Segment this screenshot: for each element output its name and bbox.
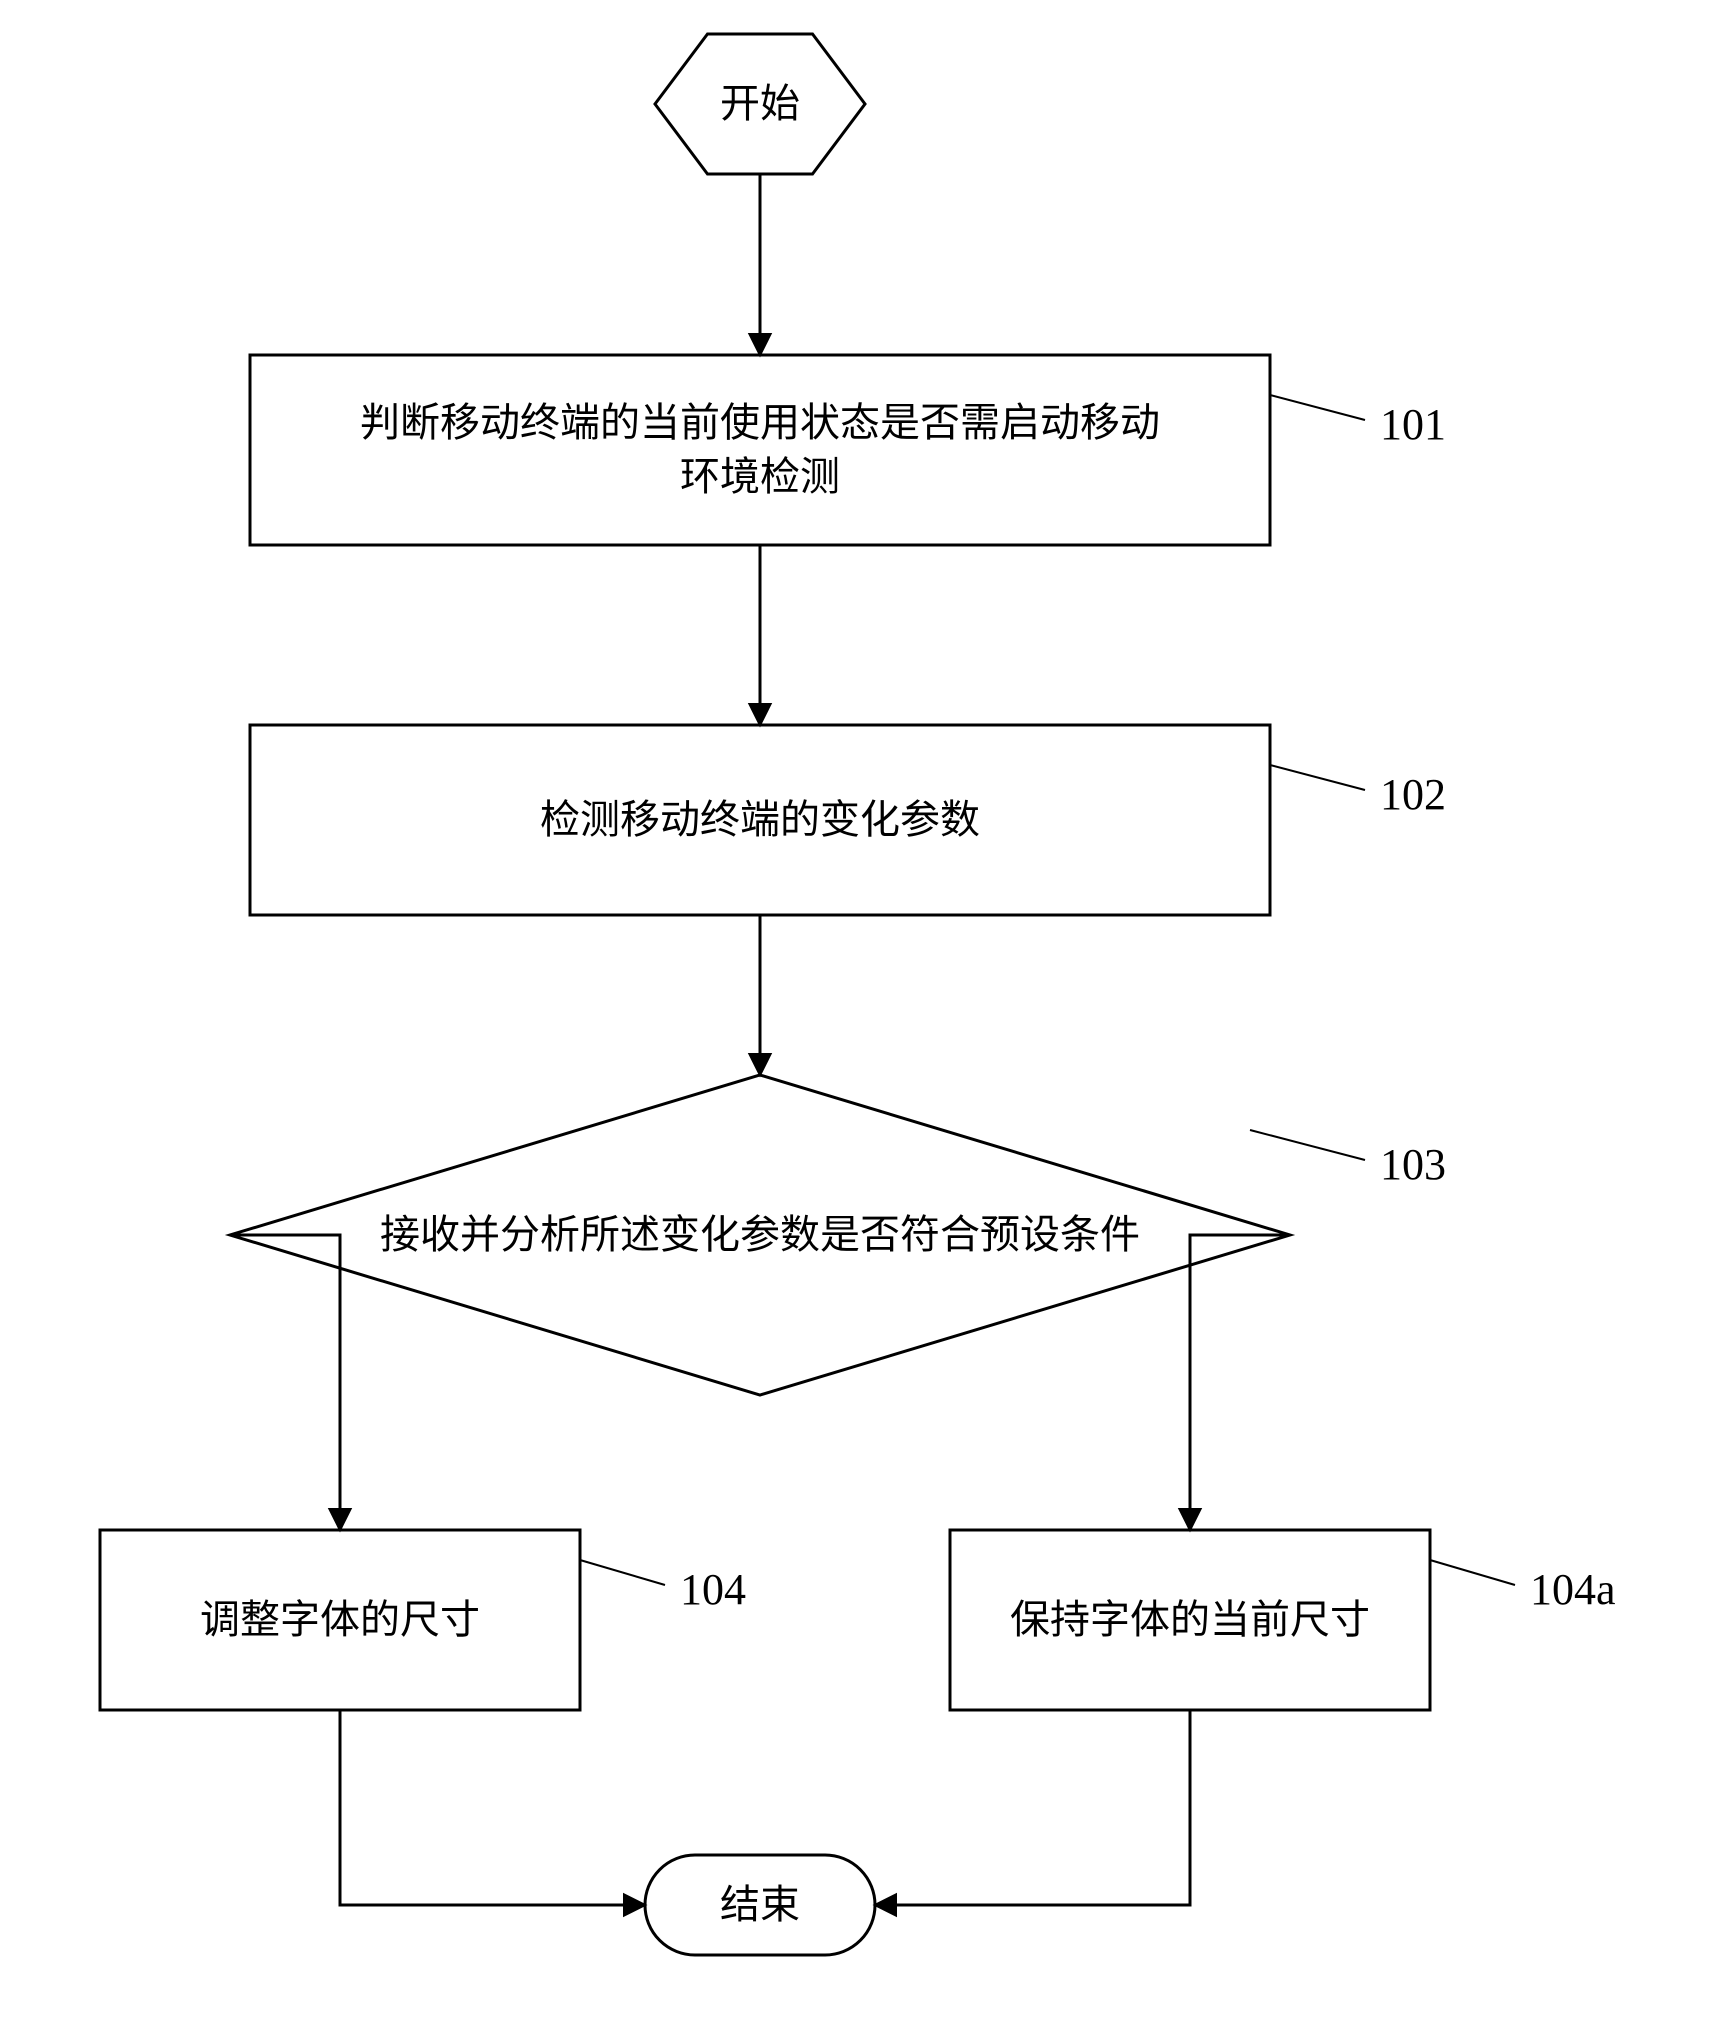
node-label-step101: 判断移动终端的当前使用状态是否需启动移动 环境检测	[291, 355, 1229, 545]
node-label-step102: 检测移动终端的变化参数	[291, 725, 1229, 915]
edge-decision103-step104a	[1190, 1235, 1290, 1530]
ref-label-step104: 104	[680, 1565, 830, 1615]
node-label-decision103: 接收并分析所述变化参数是否符合预设条件	[347, 1075, 1174, 1395]
ref-label-step104a: 104a	[1530, 1565, 1680, 1615]
ref-label-step101: 101	[1380, 400, 1530, 450]
edge-step104a-end	[875, 1710, 1190, 1905]
node-label-end: 结束	[654, 1855, 866, 1955]
flowchart-svg	[0, 0, 1712, 2024]
edge-decision103-step104	[230, 1235, 340, 1530]
node-label-step104: 调整字体的尺寸	[119, 1530, 561, 1710]
node-label-step104a: 保持字体的当前尺寸	[969, 1530, 1411, 1710]
edge-step104-end	[340, 1710, 645, 1905]
ref-label-decision103: 103	[1380, 1140, 1530, 1190]
flowchart-canvas: 开始判断移动终端的当前使用状态是否需启动移动 环境检测 101 检测移动终端的变化参…	[0, 0, 1712, 2024]
node-label-start: 开始	[663, 34, 856, 174]
ref-label-step102: 102	[1380, 770, 1530, 820]
